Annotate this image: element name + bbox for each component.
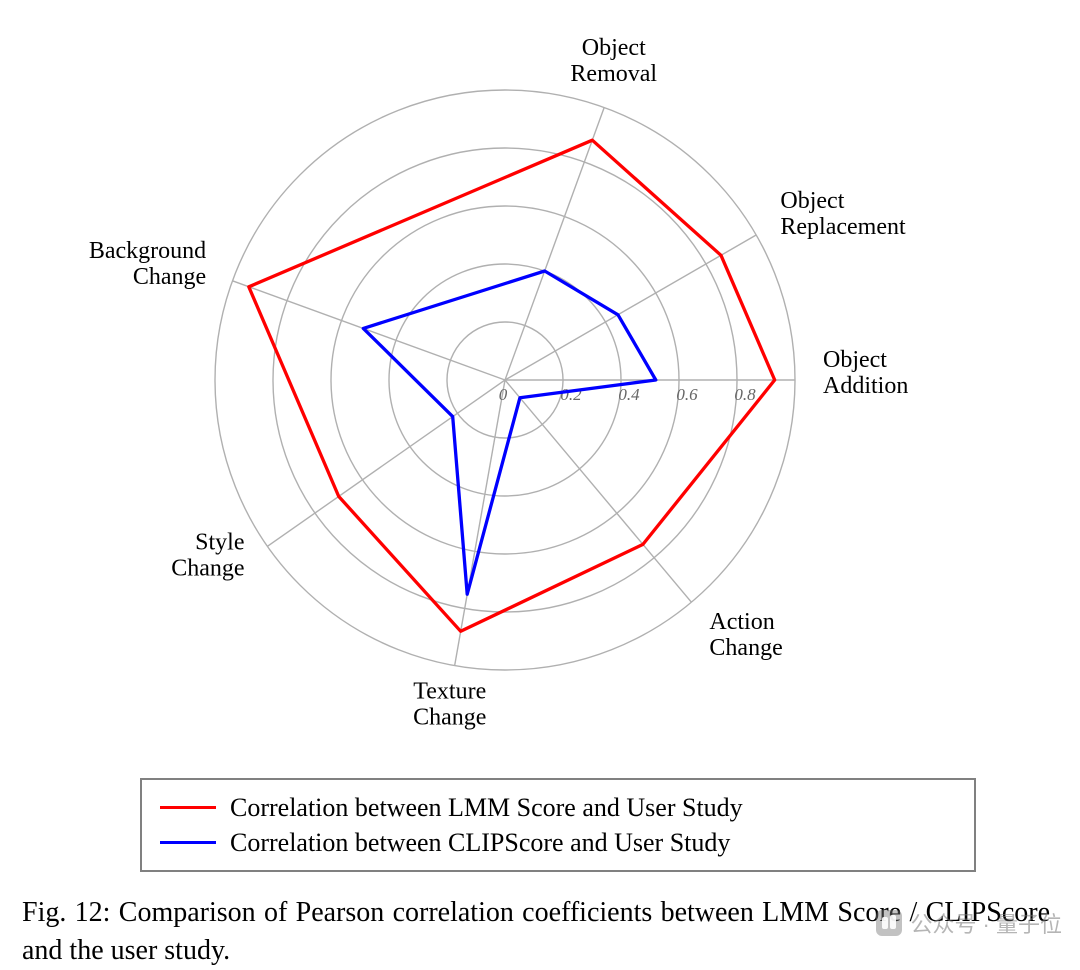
legend-item: Correlation between CLIPScore and User S… bbox=[160, 825, 952, 860]
legend-label: Correlation between LMM Score and User S… bbox=[230, 790, 743, 825]
axis-label: Change bbox=[133, 264, 206, 290]
axis-label: Replacement bbox=[780, 214, 906, 240]
radar-chart: 00.20.40.60.8ObjectRemovalObjectReplacem… bbox=[0, 0, 1080, 760]
axis-label: Change bbox=[709, 635, 782, 661]
wechat-icon bbox=[876, 910, 902, 936]
axis-label: Addition bbox=[823, 373, 908, 399]
axis-label: Action bbox=[709, 609, 774, 635]
axis-label: Texture bbox=[413, 678, 486, 704]
watermark: 公众号 · 量子位 bbox=[876, 907, 1062, 939]
legend-swatch bbox=[160, 841, 216, 844]
legend: Correlation between LMM Score and User S… bbox=[140, 778, 976, 872]
axis-label: Change bbox=[413, 704, 486, 730]
ring-label: 0.2 bbox=[560, 385, 582, 404]
axis-label: Object bbox=[780, 188, 844, 214]
ring-label: 0.4 bbox=[618, 385, 640, 404]
legend-swatch bbox=[160, 806, 216, 809]
axis-label: Object bbox=[582, 35, 646, 61]
ring-label: 0 bbox=[499, 385, 508, 404]
axis-label: Style bbox=[195, 529, 244, 555]
legend-label: Correlation between CLIPScore and User S… bbox=[230, 825, 730, 860]
axis-label: Change bbox=[171, 555, 244, 581]
axis-label: Removal bbox=[570, 61, 657, 87]
series-line bbox=[363, 271, 656, 594]
axis-label: Background bbox=[89, 238, 206, 264]
axis-label: Object bbox=[823, 347, 887, 373]
ring-label: 0.8 bbox=[734, 385, 756, 404]
ring-label: 0.6 bbox=[676, 385, 698, 404]
watermark-text: 公众号 · 量子位 bbox=[910, 907, 1062, 939]
legend-item: Correlation between LMM Score and User S… bbox=[160, 790, 952, 825]
